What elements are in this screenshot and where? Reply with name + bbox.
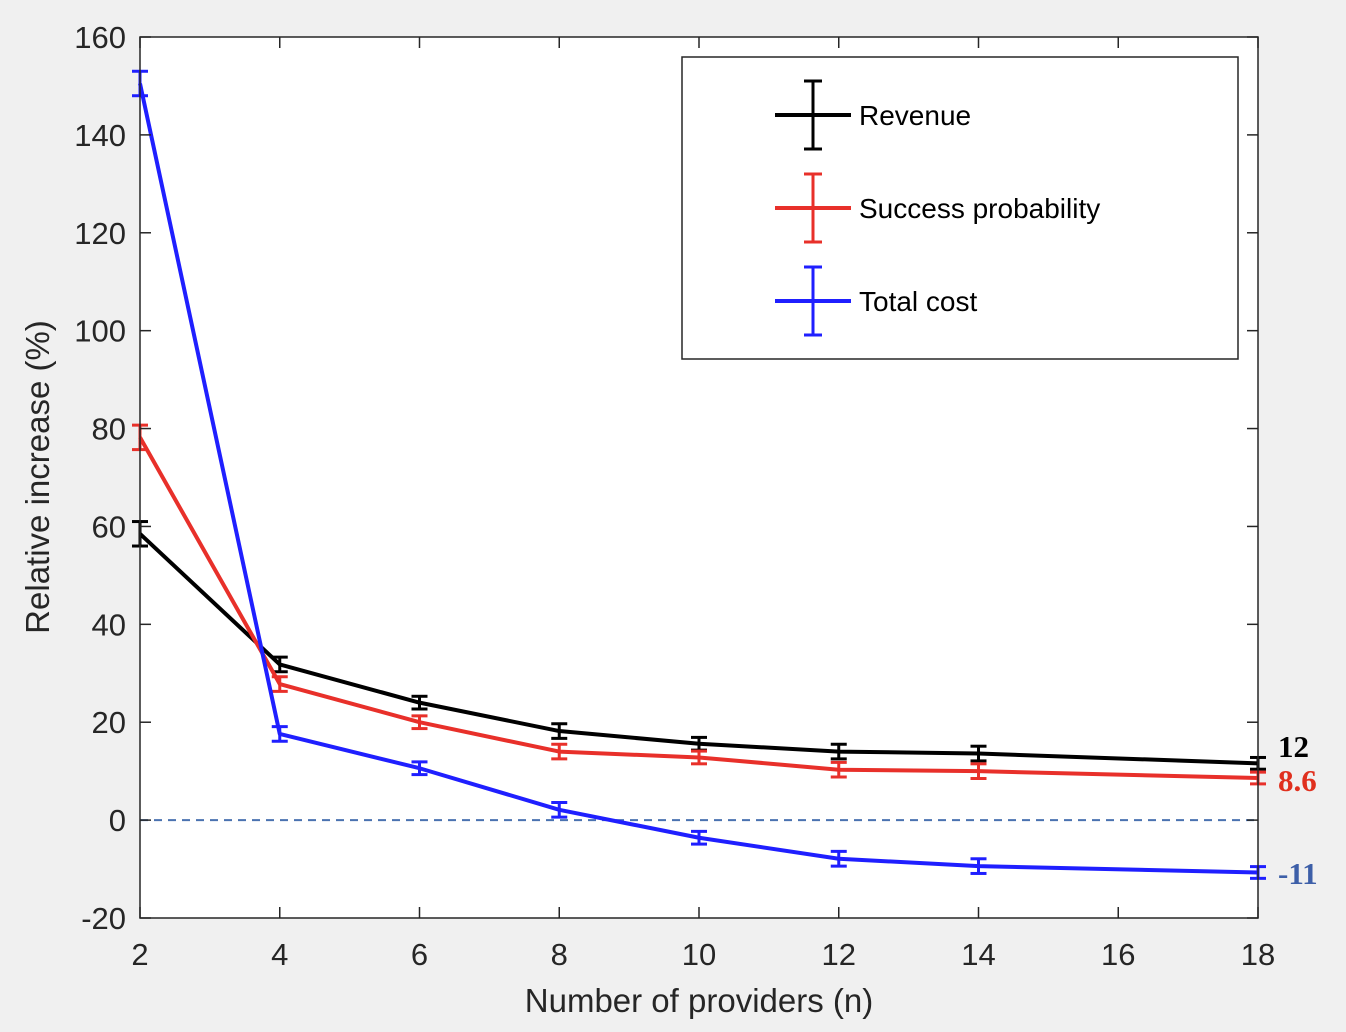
- revenue-line: [138, 532, 1259, 766]
- y-tick-label: 100: [74, 314, 126, 349]
- x-tick-label: 6: [411, 937, 428, 972]
- x-axis-title: Number of providers (n): [525, 982, 873, 1019]
- x-tick-label: 8: [551, 937, 568, 972]
- legend-label: Success probability: [859, 193, 1100, 224]
- revenue-error-bar: [411, 694, 428, 711]
- y-tick-label: -20: [81, 901, 126, 936]
- x-tick-label: 14: [961, 937, 995, 972]
- x-tick-label: 2: [131, 937, 148, 972]
- legend-label: Total cost: [859, 286, 977, 317]
- y-tick-label: 160: [74, 20, 126, 55]
- total-cost-error-bar: [551, 800, 568, 819]
- y-tick-label: 120: [74, 216, 126, 251]
- success-probability-error-bar: [830, 760, 847, 779]
- success-probability-error-bar: [551, 742, 568, 761]
- legend: Revenue Success probability Total cost: [681, 56, 1239, 360]
- total-cost-error-bar: [830, 849, 847, 868]
- x-tick-label: 12: [822, 937, 856, 972]
- y-tick-label: 80: [92, 412, 126, 447]
- y-tick-label: 20: [92, 705, 126, 740]
- total-cost-error-bar: [271, 725, 288, 743]
- end-value-label: 8.6: [1278, 763, 1317, 798]
- success-probability-error-bar: [970, 762, 987, 781]
- legend-box: [681, 56, 1239, 360]
- total-cost-error-bar: [411, 760, 428, 777]
- y-tick-label: 40: [92, 607, 126, 642]
- y-tick-label: 140: [74, 118, 126, 153]
- x-tick-label: 10: [682, 937, 716, 972]
- end-value-label: 12: [1278, 729, 1309, 764]
- legend-entry-total-cost: Total cost: [775, 265, 977, 337]
- success-probability-error-bar: [411, 714, 428, 731]
- total-cost-line: [138, 83, 1259, 875]
- legend-entry-revenue: Revenue: [775, 79, 971, 151]
- x-tick-label: 18: [1241, 937, 1275, 972]
- legend-label: Revenue: [859, 100, 971, 131]
- x-tick-label: 4: [271, 937, 288, 972]
- total-cost-error-bar: [691, 829, 707, 846]
- revenue-error-bar: [970, 744, 987, 763]
- revenue-error-bar: [551, 722, 568, 740]
- y-axis-title: Relative increase (%): [19, 320, 56, 634]
- success-probability-line: [138, 436, 1259, 781]
- success-probability-error-bar: [271, 675, 288, 693]
- total-cost-error-bar: [970, 857, 987, 875]
- series-total-cost: [132, 69, 1266, 880]
- end-value-label: -11: [1278, 856, 1318, 891]
- y-tick-label: 60: [92, 509, 126, 544]
- success-probability-error-bar: [691, 749, 707, 766]
- legend-entry-success-probability: Success probability: [775, 172, 1100, 244]
- revenue-error-bar: [830, 742, 847, 761]
- x-tick-label: 16: [1101, 937, 1135, 972]
- y-tick-label: 0: [109, 803, 126, 838]
